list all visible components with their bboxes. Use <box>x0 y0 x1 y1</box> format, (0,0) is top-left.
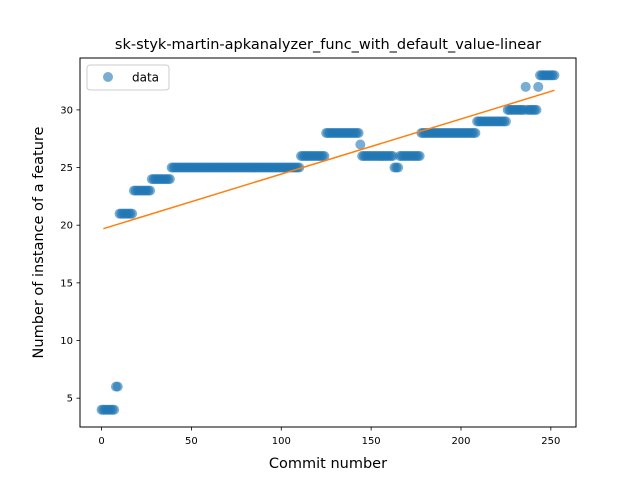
legend-marker <box>103 72 113 82</box>
data-point <box>164 174 175 185</box>
data-point <box>355 139 366 150</box>
legend-box <box>86 64 170 91</box>
data-point <box>393 162 404 173</box>
x-tick-label: 250 <box>541 436 560 447</box>
x-tick-label: 50 <box>185 436 198 447</box>
y-tick-label: 25 <box>60 163 73 174</box>
legend: data <box>86 64 170 91</box>
data-point <box>353 127 364 138</box>
data-point <box>145 185 156 196</box>
y-tick-label: 10 <box>60 336 73 347</box>
fit-line <box>103 89 555 230</box>
x-axis-label: Commit number <box>269 456 387 472</box>
data-point <box>549 70 560 81</box>
data-point <box>470 127 481 138</box>
data-point <box>520 81 531 92</box>
data-point <box>319 151 330 162</box>
data-point <box>112 381 123 392</box>
data-point <box>414 151 425 162</box>
x-tick-label: 150 <box>362 436 381 447</box>
data-point <box>109 404 120 415</box>
data-point <box>127 208 138 219</box>
data-point <box>387 151 398 162</box>
data-point <box>500 116 511 127</box>
legend-label: data <box>132 71 159 85</box>
chart-title: sk-styk-martin-apkanalyzer_func_with_def… <box>115 37 541 53</box>
data-point <box>533 81 544 92</box>
plot-frame <box>79 57 577 428</box>
data-point <box>531 104 542 115</box>
y-tick-label: 30 <box>60 105 73 116</box>
y-tick-label: 5 <box>67 394 73 405</box>
y-tick-label: 15 <box>60 278 73 289</box>
x-tick-label: 200 <box>451 436 470 447</box>
y-axis-label: Number of instance of a feature <box>31 126 47 358</box>
x-tick-label: 0 <box>98 436 104 447</box>
y-tick-label: 20 <box>60 221 73 232</box>
x-tick-label: 100 <box>272 436 291 447</box>
